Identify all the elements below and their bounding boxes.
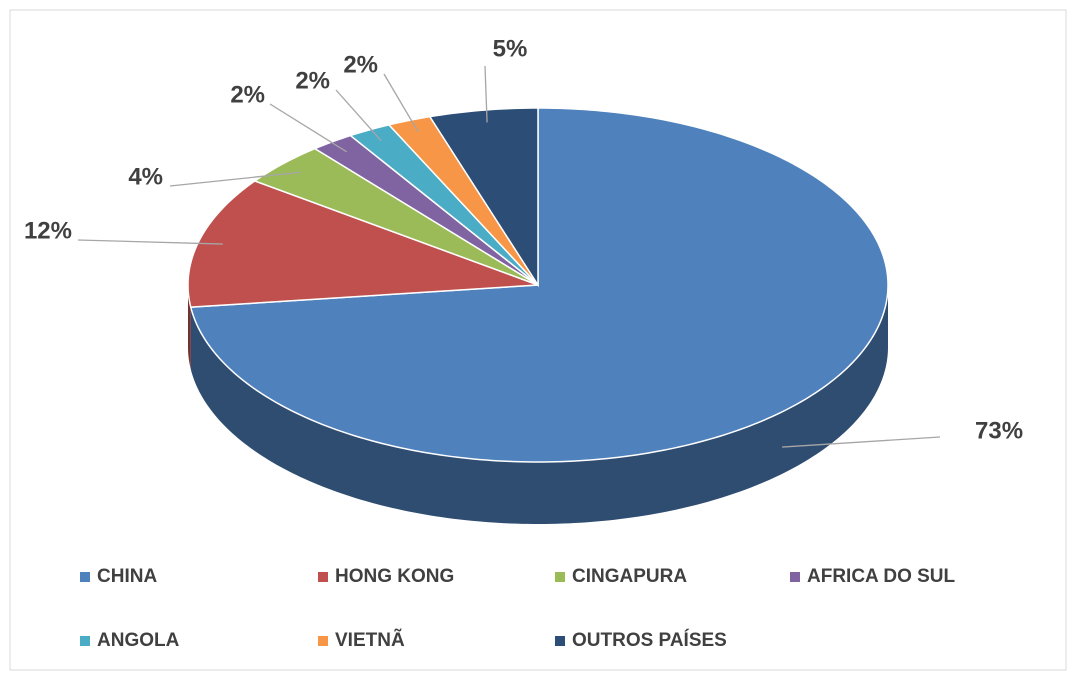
data-label: 73%	[975, 417, 1023, 444]
slice	[189, 107, 889, 463]
data-label: 12%	[24, 217, 72, 244]
slice	[428, 107, 539, 288]
leader-line	[782, 436, 941, 448]
chart-frame	[9, 9, 1067, 671]
legend-label: VIETNÃ	[335, 629, 405, 651]
legend-swatch	[555, 572, 565, 582]
leader-line	[169, 171, 301, 187]
leader-line	[484, 65, 488, 123]
legend-swatch	[555, 636, 565, 646]
legend-swatch	[80, 636, 90, 646]
data-label: 4%	[128, 163, 163, 190]
leader-line	[335, 89, 382, 142]
data-label: 2%	[295, 67, 330, 94]
data-label: 2%	[230, 81, 265, 108]
legend-swatch	[318, 572, 328, 582]
slice	[187, 180, 539, 308]
slice	[348, 124, 539, 286]
legend-label: CINGAPURA	[572, 566, 687, 587]
slice	[387, 115, 539, 286]
legend-label: AFRICA DO SUL	[807, 566, 956, 587]
legend-swatch	[80, 572, 90, 582]
legend-label: HONG KONG	[335, 566, 454, 587]
leader-line	[77, 239, 223, 245]
data-label: 5%	[493, 35, 528, 62]
legend-label: OUTROS PAÍSES	[572, 629, 727, 651]
slice-side	[190, 285, 888, 524]
slice	[313, 134, 539, 286]
legend-label: CHINA	[97, 566, 157, 587]
data-label: 2%	[343, 51, 378, 78]
legend-label: ANGOLA	[97, 630, 180, 651]
legend-swatch	[318, 636, 328, 646]
leader-line	[269, 103, 348, 153]
leader-line	[383, 73, 419, 133]
legend-swatch	[790, 572, 800, 582]
